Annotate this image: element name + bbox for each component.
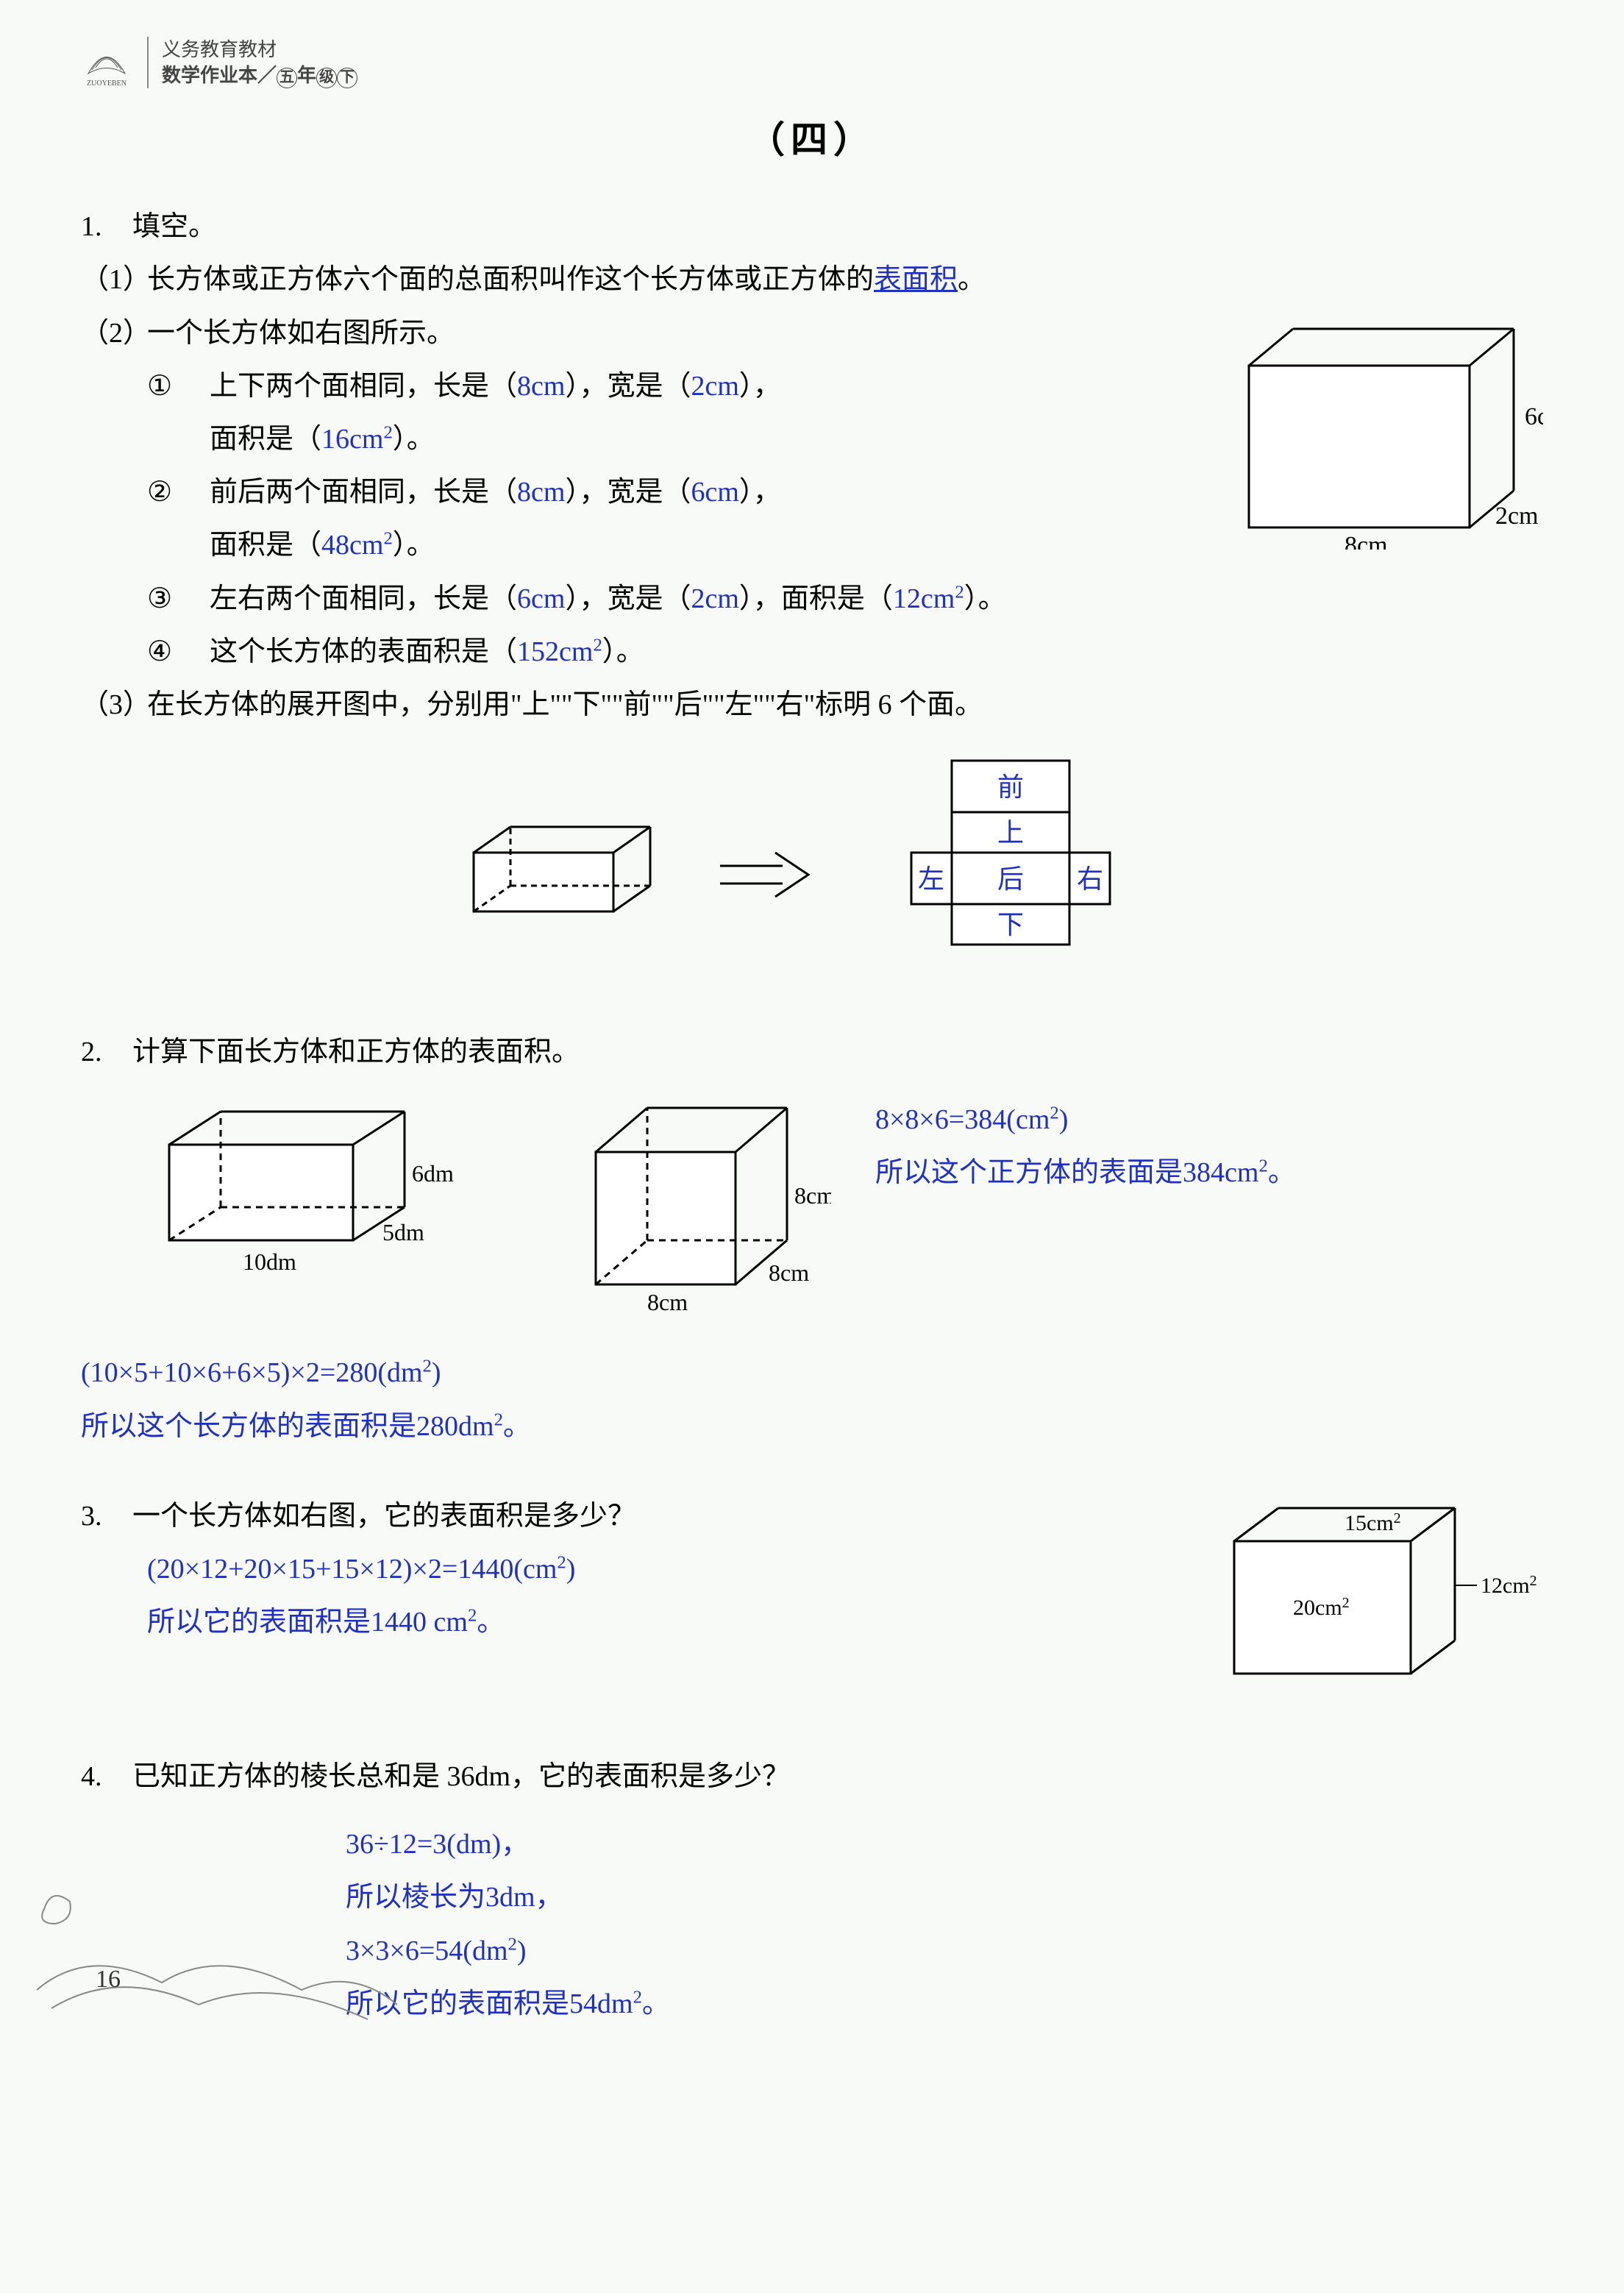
q4-number: 4. [81, 1750, 132, 1803]
logo-icon: ZUOYEBEN [81, 37, 132, 88]
svg-text:后: 后 [997, 864, 1024, 894]
svg-text:左: 左 [918, 864, 944, 894]
svg-text:12cm2: 12cm2 [1481, 1573, 1537, 1598]
header-line2: 数学作业本／五年级下 [162, 63, 357, 88]
svg-text:8cm: 8cm [647, 1289, 688, 1314]
svg-text:8cm: 8cm [1345, 532, 1388, 550]
q1-p1-answer: 表面积 [874, 264, 958, 295]
page-header: ZUOYEBEN 义务教育教材 数学作业本／五年级下 [81, 37, 1543, 88]
svg-text:6cm: 6cm [1525, 403, 1543, 430]
q1-p2-s1: ① 上下两个面相同，长是（8cm），宽是（2cm）， 面积是（16cm2）。 [147, 360, 1205, 466]
logo-caption: ZUOYEBEN [87, 79, 127, 88]
q2-figures: 6dm 5dm 10dm 8cm 8cm [147, 1093, 1543, 1332]
cuboid-small-icon [459, 808, 672, 941]
q1-p2-s3: ③ 左右两个面相同，长是（6cm），宽是（2cm），面积是（12cm2）。 [147, 572, 1543, 625]
q2-cube-answer: 8×8×6=384(cm2) 所以这个正方体的表面是384cm2。 [875, 1093, 1296, 1199]
section-title: （四） [81, 110, 1543, 163]
svg-text:前: 前 [997, 772, 1024, 802]
q1-p2-s3-wrap: ③ 左右两个面相同，长是（6cm），宽是（2cm），面积是（12cm2）。 ④ … [81, 572, 1543, 678]
page-number: 16 [96, 1966, 121, 1994]
svg-text:20cm2: 20cm2 [1293, 1595, 1350, 1620]
q2-title: 计算下面长方体和正方体的表面积。 [132, 1037, 580, 1067]
q4-title: 已知正方体的棱长总和是 36dm，它的表面积是多少？ [132, 1761, 790, 1792]
cloud-decoration-icon [29, 1880, 397, 2030]
q3-figure: 15cm2 20cm2 12cm2 [1212, 1490, 1543, 1721]
question-2: 2.计算下面长方体和正方体的表面积。 6dm 5dm 10dm [81, 1025, 1543, 1453]
question-1: 1.填空。 （1） 长方体或正方体六个面的总面积叫作这个长方体或正方体的表面积。… [81, 200, 1543, 996]
net-diagram: 前 上 左 后 右 下 [856, 753, 1165, 996]
header-text: 义务教育教材 数学作业本／五年级下 [147, 37, 357, 88]
page: ZUOYEBEN 义务教育教材 数学作业本／五年级下 （四） 1.填空。 （1）… [0, 0, 1624, 2075]
svg-text:6dm: 6dm [412, 1160, 454, 1187]
q2-number: 2. [81, 1025, 132, 1078]
q3-answer: (20×12+20×15+15×12)×2=1440(cm2) 所以它的表面积是… [147, 1543, 1212, 1649]
svg-text:2cm: 2cm [1495, 502, 1539, 530]
q3-title: 一个长方体如右图，它的表面积是多少？ [132, 1501, 635, 1532]
arrow-icon [716, 845, 812, 904]
q1-p2-s4: ④ 这个长方体的表面积是（152cm2）。 [147, 625, 1543, 678]
q2-cuboid: 6dm 5dm 10dm [147, 1093, 456, 1302]
q1-p3: （3） 在长方体的展开图中，分别用"上""下""前""后""左""右"标明 6 … [81, 678, 1543, 731]
q2-cuboid-answer: (10×5+10×6+6×5)×2=280(dm2) 所以这个长方体的表面积是2… [81, 1346, 1543, 1452]
svg-text:下: 下 [997, 910, 1024, 939]
q1-title: 填空。 [132, 211, 216, 242]
svg-text:5dm: 5dm [382, 1219, 424, 1245]
q2-cube: 8cm 8cm 8cm [574, 1093, 831, 1332]
svg-text:10dm: 10dm [243, 1248, 296, 1275]
q1-p2-figure: 6cm 2cm 8cm [1234, 307, 1543, 567]
question-3: 3.一个长方体如右图，它的表面积是多少？ (20×12+20×15+15×12)… [81, 1490, 1543, 1721]
q1-p1: （1） 长方体或正方体六个面的总面积叫作这个长方体或正方体的表面积。 [81, 253, 1543, 306]
svg-text:8cm: 8cm [769, 1259, 809, 1286]
q1-number: 1. [81, 200, 132, 253]
q1-p3-figures: 前 上 左 后 右 下 [81, 753, 1543, 996]
q3-number: 3. [81, 1490, 132, 1543]
svg-text:右: 右 [1077, 864, 1103, 894]
q1-p2-s2: ② 前后两个面相同，长是（8cm），宽是（6cm）， 面积是（48cm2）。 [147, 466, 1205, 572]
svg-text:8cm: 8cm [794, 1182, 831, 1209]
q4-answer: 36÷12=3(dm)， 所以棱长为3dm， 3×3×6=54(dm2) 所以它… [346, 1818, 1543, 2030]
svg-text:15cm2: 15cm2 [1345, 1510, 1401, 1535]
q1-p2: （2） 一个长方体如右图所示。 ① 上下两个面相同，长是（8cm），宽是（2cm… [81, 307, 1543, 572]
header-line1: 义务教育教材 [162, 37, 357, 63]
svg-text:上: 上 [997, 818, 1024, 847]
